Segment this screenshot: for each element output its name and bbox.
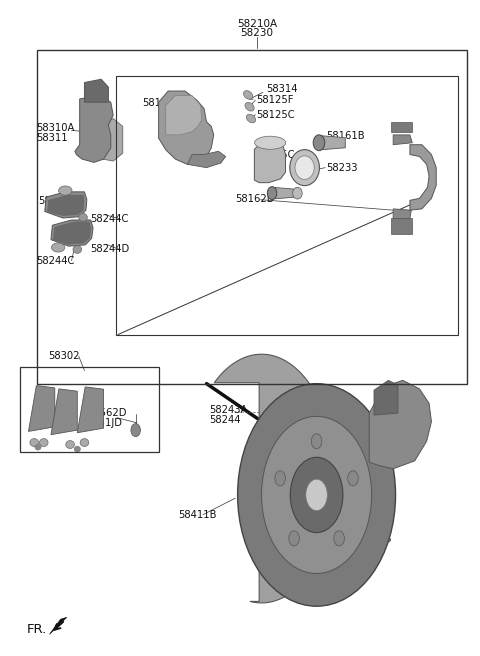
Ellipse shape — [290, 457, 343, 533]
Polygon shape — [272, 187, 294, 199]
Ellipse shape — [334, 531, 344, 546]
Text: 58302: 58302 — [48, 351, 80, 361]
Ellipse shape — [348, 471, 358, 486]
Text: 58314: 58314 — [266, 84, 298, 94]
Circle shape — [131, 424, 141, 437]
Ellipse shape — [267, 187, 277, 199]
Bar — [391, 122, 412, 132]
Ellipse shape — [80, 439, 89, 447]
Ellipse shape — [74, 446, 80, 452]
Polygon shape — [53, 222, 91, 244]
Ellipse shape — [245, 102, 254, 111]
Text: 58235C: 58235C — [256, 150, 295, 160]
Polygon shape — [369, 380, 432, 469]
Text: 58244C: 58244C — [36, 256, 75, 266]
Text: 58244C: 58244C — [91, 214, 129, 224]
Text: 58310A: 58310A — [36, 123, 75, 133]
Polygon shape — [410, 145, 436, 210]
Ellipse shape — [243, 91, 253, 99]
Polygon shape — [214, 354, 336, 603]
Polygon shape — [166, 96, 202, 135]
Text: 58411B: 58411B — [178, 510, 216, 520]
Polygon shape — [393, 209, 411, 218]
Text: FR.: FR. — [27, 623, 47, 636]
Text: 58162B: 58162B — [235, 194, 274, 204]
Ellipse shape — [265, 444, 311, 513]
Ellipse shape — [262, 417, 372, 573]
Text: 58125F: 58125F — [256, 94, 294, 104]
Text: 58210A: 58210A — [237, 18, 277, 29]
Ellipse shape — [66, 441, 74, 449]
Polygon shape — [49, 617, 67, 634]
Polygon shape — [51, 220, 93, 246]
Ellipse shape — [295, 156, 314, 179]
Text: 58311: 58311 — [36, 133, 68, 142]
Ellipse shape — [306, 480, 327, 510]
Polygon shape — [48, 195, 84, 215]
Ellipse shape — [39, 439, 48, 447]
Text: 58244D: 58244D — [91, 245, 130, 255]
Polygon shape — [75, 96, 113, 163]
Text: 58125C: 58125C — [256, 110, 295, 119]
Ellipse shape — [59, 186, 72, 195]
Text: 54562D: 54562D — [87, 408, 126, 418]
Ellipse shape — [35, 444, 41, 450]
Polygon shape — [158, 91, 214, 165]
Bar — [116, 76, 458, 335]
Bar — [36, 50, 468, 384]
Ellipse shape — [79, 213, 87, 221]
Ellipse shape — [254, 136, 286, 150]
Ellipse shape — [246, 114, 256, 123]
Text: 58244D: 58244D — [38, 196, 77, 206]
Ellipse shape — [290, 150, 320, 186]
Ellipse shape — [312, 434, 322, 449]
Text: 58161B: 58161B — [326, 131, 365, 140]
Bar — [20, 367, 158, 453]
Polygon shape — [28, 386, 55, 432]
Ellipse shape — [313, 135, 325, 151]
Polygon shape — [254, 142, 286, 182]
Text: 1351JD: 1351JD — [87, 418, 123, 428]
Polygon shape — [51, 389, 77, 435]
Bar — [391, 218, 412, 234]
Ellipse shape — [275, 471, 286, 486]
Text: 58243A: 58243A — [209, 405, 247, 415]
Text: 58230: 58230 — [240, 28, 273, 38]
Ellipse shape — [289, 531, 300, 546]
Ellipse shape — [30, 439, 38, 447]
Text: 58233: 58233 — [326, 163, 358, 173]
Polygon shape — [96, 119, 123, 161]
Polygon shape — [319, 136, 345, 150]
Text: 1220FS: 1220FS — [355, 534, 392, 544]
Polygon shape — [45, 192, 87, 218]
Ellipse shape — [73, 245, 82, 253]
Ellipse shape — [51, 243, 65, 252]
Polygon shape — [77, 387, 104, 433]
Polygon shape — [187, 152, 226, 168]
Polygon shape — [84, 79, 108, 102]
Polygon shape — [374, 380, 398, 415]
Text: 58244: 58244 — [209, 415, 240, 424]
Polygon shape — [393, 135, 412, 145]
Ellipse shape — [293, 187, 302, 199]
Ellipse shape — [238, 384, 396, 606]
Text: 58163B: 58163B — [142, 98, 180, 108]
